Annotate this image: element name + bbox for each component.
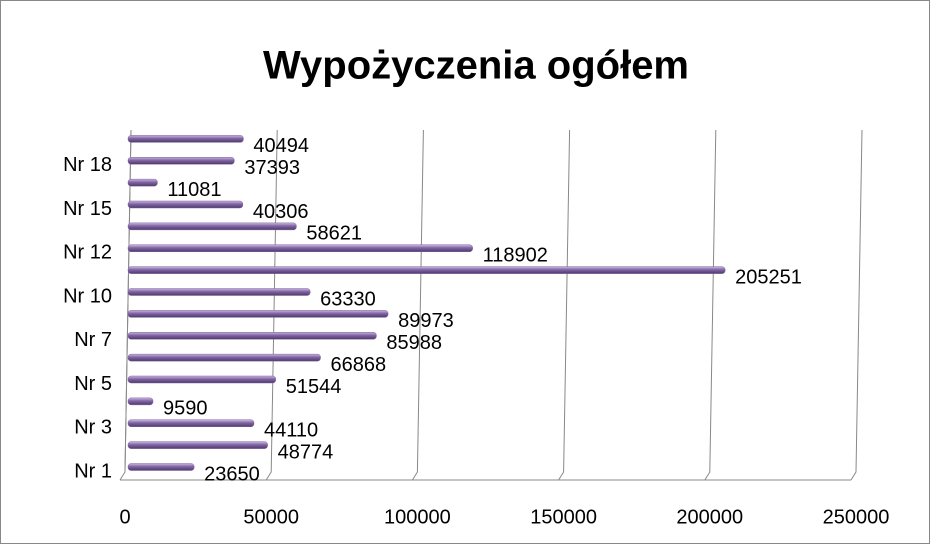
data-label: 66868 <box>331 354 387 376</box>
data-label: 89973 <box>398 310 454 332</box>
data-label: 11081 <box>167 179 221 201</box>
bar <box>127 463 195 471</box>
data-label: 85988 <box>386 332 442 354</box>
x-tick-label: 250000 <box>823 506 890 528</box>
grid-line <box>704 129 717 481</box>
bar <box>127 419 255 427</box>
x-tick-label: 150000 <box>530 506 597 528</box>
bar <box>127 157 235 165</box>
data-label: 48774 <box>278 441 334 463</box>
data-label: 40494 <box>253 135 309 157</box>
y-tick-label: Nr 12 <box>63 242 112 264</box>
grid-line <box>411 129 424 481</box>
bar <box>127 353 321 362</box>
data-label: 63330 <box>320 288 376 310</box>
x-tick-label: 0 <box>119 506 130 528</box>
x-tick-label: 50000 <box>243 506 299 528</box>
y-tick-label: Nr 18 <box>63 154 112 176</box>
data-label: 9590 <box>163 398 208 420</box>
y-tick-label: Nr 7 <box>74 329 112 351</box>
bar <box>127 222 297 231</box>
grid-line <box>558 129 571 481</box>
data-label: 205251 <box>735 266 802 288</box>
grid-line <box>119 129 132 481</box>
data-label: 37393 <box>244 157 300 179</box>
data-label: 23650 <box>204 463 260 485</box>
bar <box>127 200 244 209</box>
bar <box>127 266 726 274</box>
y-tick-label: Nr 15 <box>63 198 112 220</box>
bar <box>127 178 158 187</box>
bar <box>127 288 311 296</box>
y-tick-label: Nr 3 <box>74 417 112 439</box>
y-tick-label: Nr 10 <box>63 285 112 307</box>
chart-title: Wypożyczenia ogółem <box>263 44 689 88</box>
bar <box>127 375 276 384</box>
data-label: 44110 <box>264 420 318 442</box>
grid-line <box>850 129 863 481</box>
x-tick-label: 200000 <box>676 506 743 528</box>
data-label: 118902 <box>483 245 548 267</box>
data-label: 40306 <box>253 201 309 223</box>
y-tick-label: Nr 1 <box>74 460 112 482</box>
grid-line <box>265 129 278 481</box>
data-label: 51544 <box>286 376 342 398</box>
x-tick-label: 100000 <box>384 506 451 528</box>
bar <box>127 332 377 340</box>
bar <box>127 397 154 406</box>
bar <box>127 135 244 143</box>
bar <box>127 441 268 449</box>
data-label: 58621 <box>306 223 362 245</box>
y-tick-label: Nr 5 <box>74 373 112 395</box>
bar <box>127 244 473 252</box>
bar <box>127 310 389 318</box>
